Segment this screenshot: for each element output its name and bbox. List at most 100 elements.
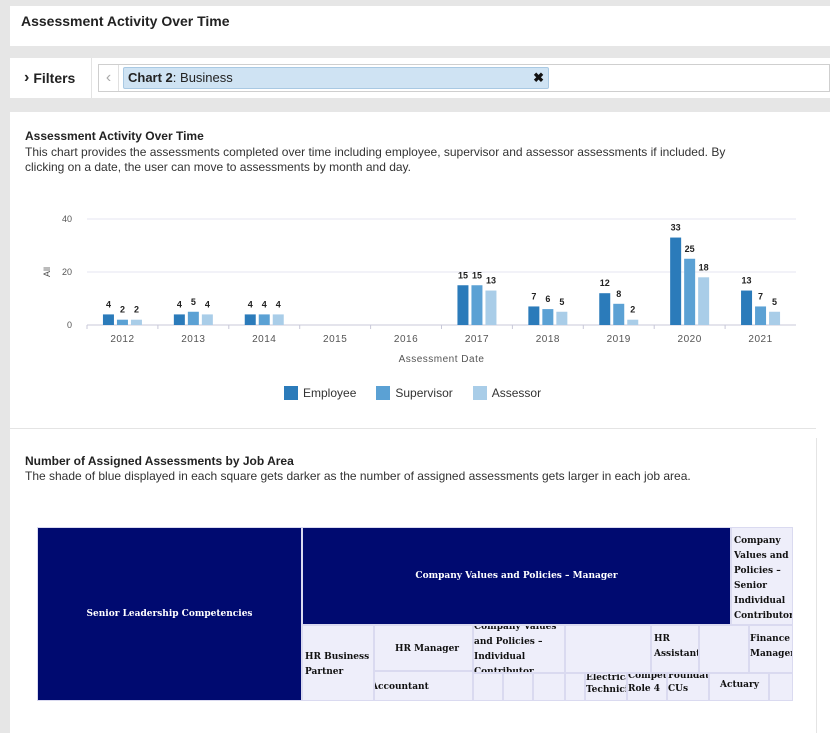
tile-small-b[interactable] xyxy=(503,673,533,701)
bar-assessor-2013[interactable] xyxy=(201,314,213,325)
bar-employee-2013[interactable] xyxy=(173,314,185,325)
bar-supervisor-2020[interactable] xyxy=(684,258,696,325)
tile-actuary[interactable]: Actuary xyxy=(709,673,769,701)
tile-hr-manager[interactable]: HR Manager xyxy=(374,625,473,671)
tile-small-e[interactable] xyxy=(769,673,793,701)
page-header: Assessment Activity Over Time xyxy=(10,6,830,46)
data-label-employee-2020: 33 xyxy=(671,223,681,233)
bar-employee-2018[interactable] xyxy=(528,306,540,325)
tile-small-a[interactable] xyxy=(473,673,503,701)
tile-unlabeled-1[interactable] xyxy=(565,625,651,673)
bar-supervisor-2013[interactable] xyxy=(187,311,199,325)
y-tick-label-20: 20 xyxy=(62,267,72,277)
bar-supervisor-2012[interactable] xyxy=(116,319,128,325)
job-area-treemap: Senior Leadership Competencies Company V… xyxy=(37,527,793,701)
data-label-assessor-2017: 13 xyxy=(486,276,496,286)
bar-assessor-2019[interactable] xyxy=(627,319,639,325)
data-label-assessor-2021: 5 xyxy=(772,297,777,307)
tile-hr-assistant[interactable]: HR Assistant xyxy=(651,625,699,673)
data-label-employee-2014: 4 xyxy=(248,299,253,309)
data-label-employee-2012: 4 xyxy=(106,299,111,309)
tile-actuary-label: Actuary xyxy=(720,680,759,690)
chart-description-line1: This chart provides the assessments comp… xyxy=(25,145,726,159)
bar-assessor-2020[interactable] xyxy=(698,277,710,325)
filters-label: Filters xyxy=(33,70,76,86)
tile-electrical-technician[interactable]: Electrical Technician xyxy=(585,673,627,701)
tile-competency-role4[interactable]: Competency Role 4 xyxy=(627,673,667,701)
filter-chip-key: Chart 2 xyxy=(128,70,173,85)
tile-senior-leadership[interactable]: Senior Leadership Competencies xyxy=(37,527,302,701)
legend-swatch-supervisor xyxy=(376,386,391,400)
x-tick-label-2016: 2016 xyxy=(394,334,418,345)
legend-swatch-assessor xyxy=(472,386,487,400)
tile-foundational-cus[interactable]: Foundational CUs xyxy=(667,673,709,701)
tile-cvp-individual-label: Company Values and Policies – Individual… xyxy=(474,625,557,673)
legend-item-supervisor[interactable]: Supervisor xyxy=(376,386,453,400)
bar-employee-2012[interactable] xyxy=(102,314,114,325)
chevron-right-icon: › xyxy=(24,69,30,86)
legend-label-assessor: Assessor xyxy=(491,386,542,400)
tile-small-c[interactable] xyxy=(533,673,565,701)
data-label-supervisor-2021: 7 xyxy=(758,291,763,301)
bar-employee-2017[interactable] xyxy=(457,285,469,325)
x-tick-label-2018: 2018 xyxy=(536,334,560,345)
legend-label-employee: Employee xyxy=(303,386,357,400)
bar-supervisor-2021[interactable] xyxy=(755,306,767,325)
bar-assessor-2014[interactable] xyxy=(272,314,284,325)
tile-finance-manager-label: Finance Manager xyxy=(750,634,793,659)
filter-chip-container[interactable]: ‹ Chart 2: Business ✖ xyxy=(98,64,830,92)
data-label-assessor-2014: 4 xyxy=(276,299,281,309)
legend-item-employee[interactable]: Employee xyxy=(284,386,356,400)
tile-small-d[interactable] xyxy=(565,673,585,701)
bar-supervisor-2019[interactable] xyxy=(613,303,625,325)
tile-hr-business-partner-label: HR Business Partner xyxy=(305,652,370,677)
tile-hr-business-partner[interactable]: HR Business Partner xyxy=(302,625,374,701)
tile-cvp-individual[interactable]: Company Values and Policies – Individual… xyxy=(473,625,565,673)
x-tick-label-2019: 2019 xyxy=(607,334,631,345)
data-label-supervisor-2013: 5 xyxy=(191,297,196,307)
bar-employee-2019[interactable] xyxy=(599,293,611,325)
bar-supervisor-2017[interactable] xyxy=(471,285,483,325)
bar-supervisor-2018[interactable] xyxy=(542,309,554,325)
section-divider xyxy=(10,428,816,429)
tile-cvp-senior-label: Company Values and Policies – Senior Ind… xyxy=(734,536,793,621)
data-label-assessor-2012: 2 xyxy=(134,305,139,315)
y-tick-label-0: 0 xyxy=(67,320,72,330)
data-label-assessor-2020: 18 xyxy=(699,262,709,272)
x-tick-label-2021: 2021 xyxy=(748,334,772,345)
tile-electrical-technician-label: Electrical Technician xyxy=(586,673,626,695)
tile-accountant[interactable]: Accountant xyxy=(374,671,473,701)
tile-finance-manager[interactable]: Finance Manager xyxy=(749,625,793,673)
content-panel: Assessment Activity Over Time This chart… xyxy=(10,112,830,733)
tile-cvp-senior[interactable]: Company Values and Policies – Senior Ind… xyxy=(731,527,793,625)
data-label-employee-2021: 13 xyxy=(742,276,752,286)
data-label-supervisor-2018: 6 xyxy=(545,294,550,304)
close-icon[interactable]: ✖ xyxy=(533,70,544,85)
chevron-left-icon[interactable]: ‹ xyxy=(99,65,119,91)
tile-unlabeled-2[interactable] xyxy=(699,625,749,673)
data-label-assessor-2013: 4 xyxy=(205,299,210,309)
bar-assessor-2012[interactable] xyxy=(130,319,142,325)
data-label-supervisor-2019: 8 xyxy=(616,289,621,299)
bar-employee-2021[interactable] xyxy=(741,290,753,325)
filter-chip-value: : Business xyxy=(172,70,233,85)
legend-item-assessor[interactable]: Assessor xyxy=(472,386,542,400)
filters-button[interactable]: › Filters xyxy=(12,58,92,98)
x-tick-label-2020: 2020 xyxy=(678,334,702,345)
bar-employee-2014[interactable] xyxy=(244,314,256,325)
filter-chip[interactable]: Chart 2: Business ✖ xyxy=(123,67,549,89)
bar-assessor-2021[interactable] xyxy=(769,311,781,325)
data-label-assessor-2019: 2 xyxy=(630,305,635,315)
data-label-employee-2018: 7 xyxy=(531,291,536,301)
bar-employee-2020[interactable] xyxy=(670,237,682,325)
bar-supervisor-2014[interactable] xyxy=(258,314,270,325)
bar-assessor-2018[interactable] xyxy=(556,311,568,325)
treemap-title: Number of Assigned Assessments by Job Ar… xyxy=(25,454,294,468)
chart-description-line2: clicking on a date, the user can move to… xyxy=(25,160,411,174)
data-label-employee-2017: 15 xyxy=(458,270,468,280)
bar-assessor-2017[interactable] xyxy=(485,290,497,325)
tile-cvp-manager[interactable]: Company Values and Policies – Manager xyxy=(302,527,731,625)
x-tick-label-2014: 2014 xyxy=(252,334,276,345)
section-divider-vertical xyxy=(816,438,817,733)
